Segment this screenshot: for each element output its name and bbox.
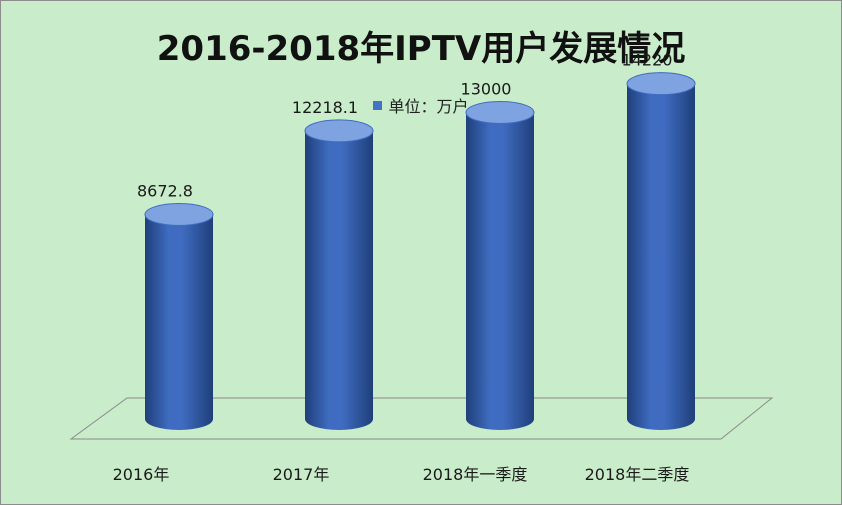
x-tick-label: 2016年 xyxy=(113,465,170,484)
bar-1 xyxy=(144,202,214,430)
x-tick-label: 2018年一季度 xyxy=(423,465,528,484)
data-label: 12218.1 xyxy=(292,98,358,117)
chart-legend: 单位：万户 xyxy=(1,93,841,117)
bar-top-cap xyxy=(626,72,696,96)
legend-swatch-icon xyxy=(373,101,383,110)
bar-body xyxy=(305,130,373,430)
bar-top-cap xyxy=(144,202,214,226)
bar-2 xyxy=(304,119,374,430)
data-label: 8672.8 xyxy=(137,181,193,200)
bar-body xyxy=(145,214,213,430)
bar-top-cap xyxy=(304,119,374,143)
bar-4 xyxy=(626,72,696,430)
x-tick-label: 2017年 xyxy=(273,465,330,484)
data-label: 13000 xyxy=(461,79,512,98)
chart-floor xyxy=(69,397,774,440)
bar-3 xyxy=(465,100,535,430)
bar-body xyxy=(466,112,534,430)
bar-body xyxy=(627,83,695,430)
legend-label: 单位：万户 xyxy=(388,97,469,116)
x-tick-label: 2018年二季度 xyxy=(585,465,690,484)
data-label: 14220 xyxy=(622,51,673,70)
chart-title: 2016-2018年IPTV用户发展情况 xyxy=(156,29,686,69)
bar-top-cap xyxy=(465,100,535,124)
